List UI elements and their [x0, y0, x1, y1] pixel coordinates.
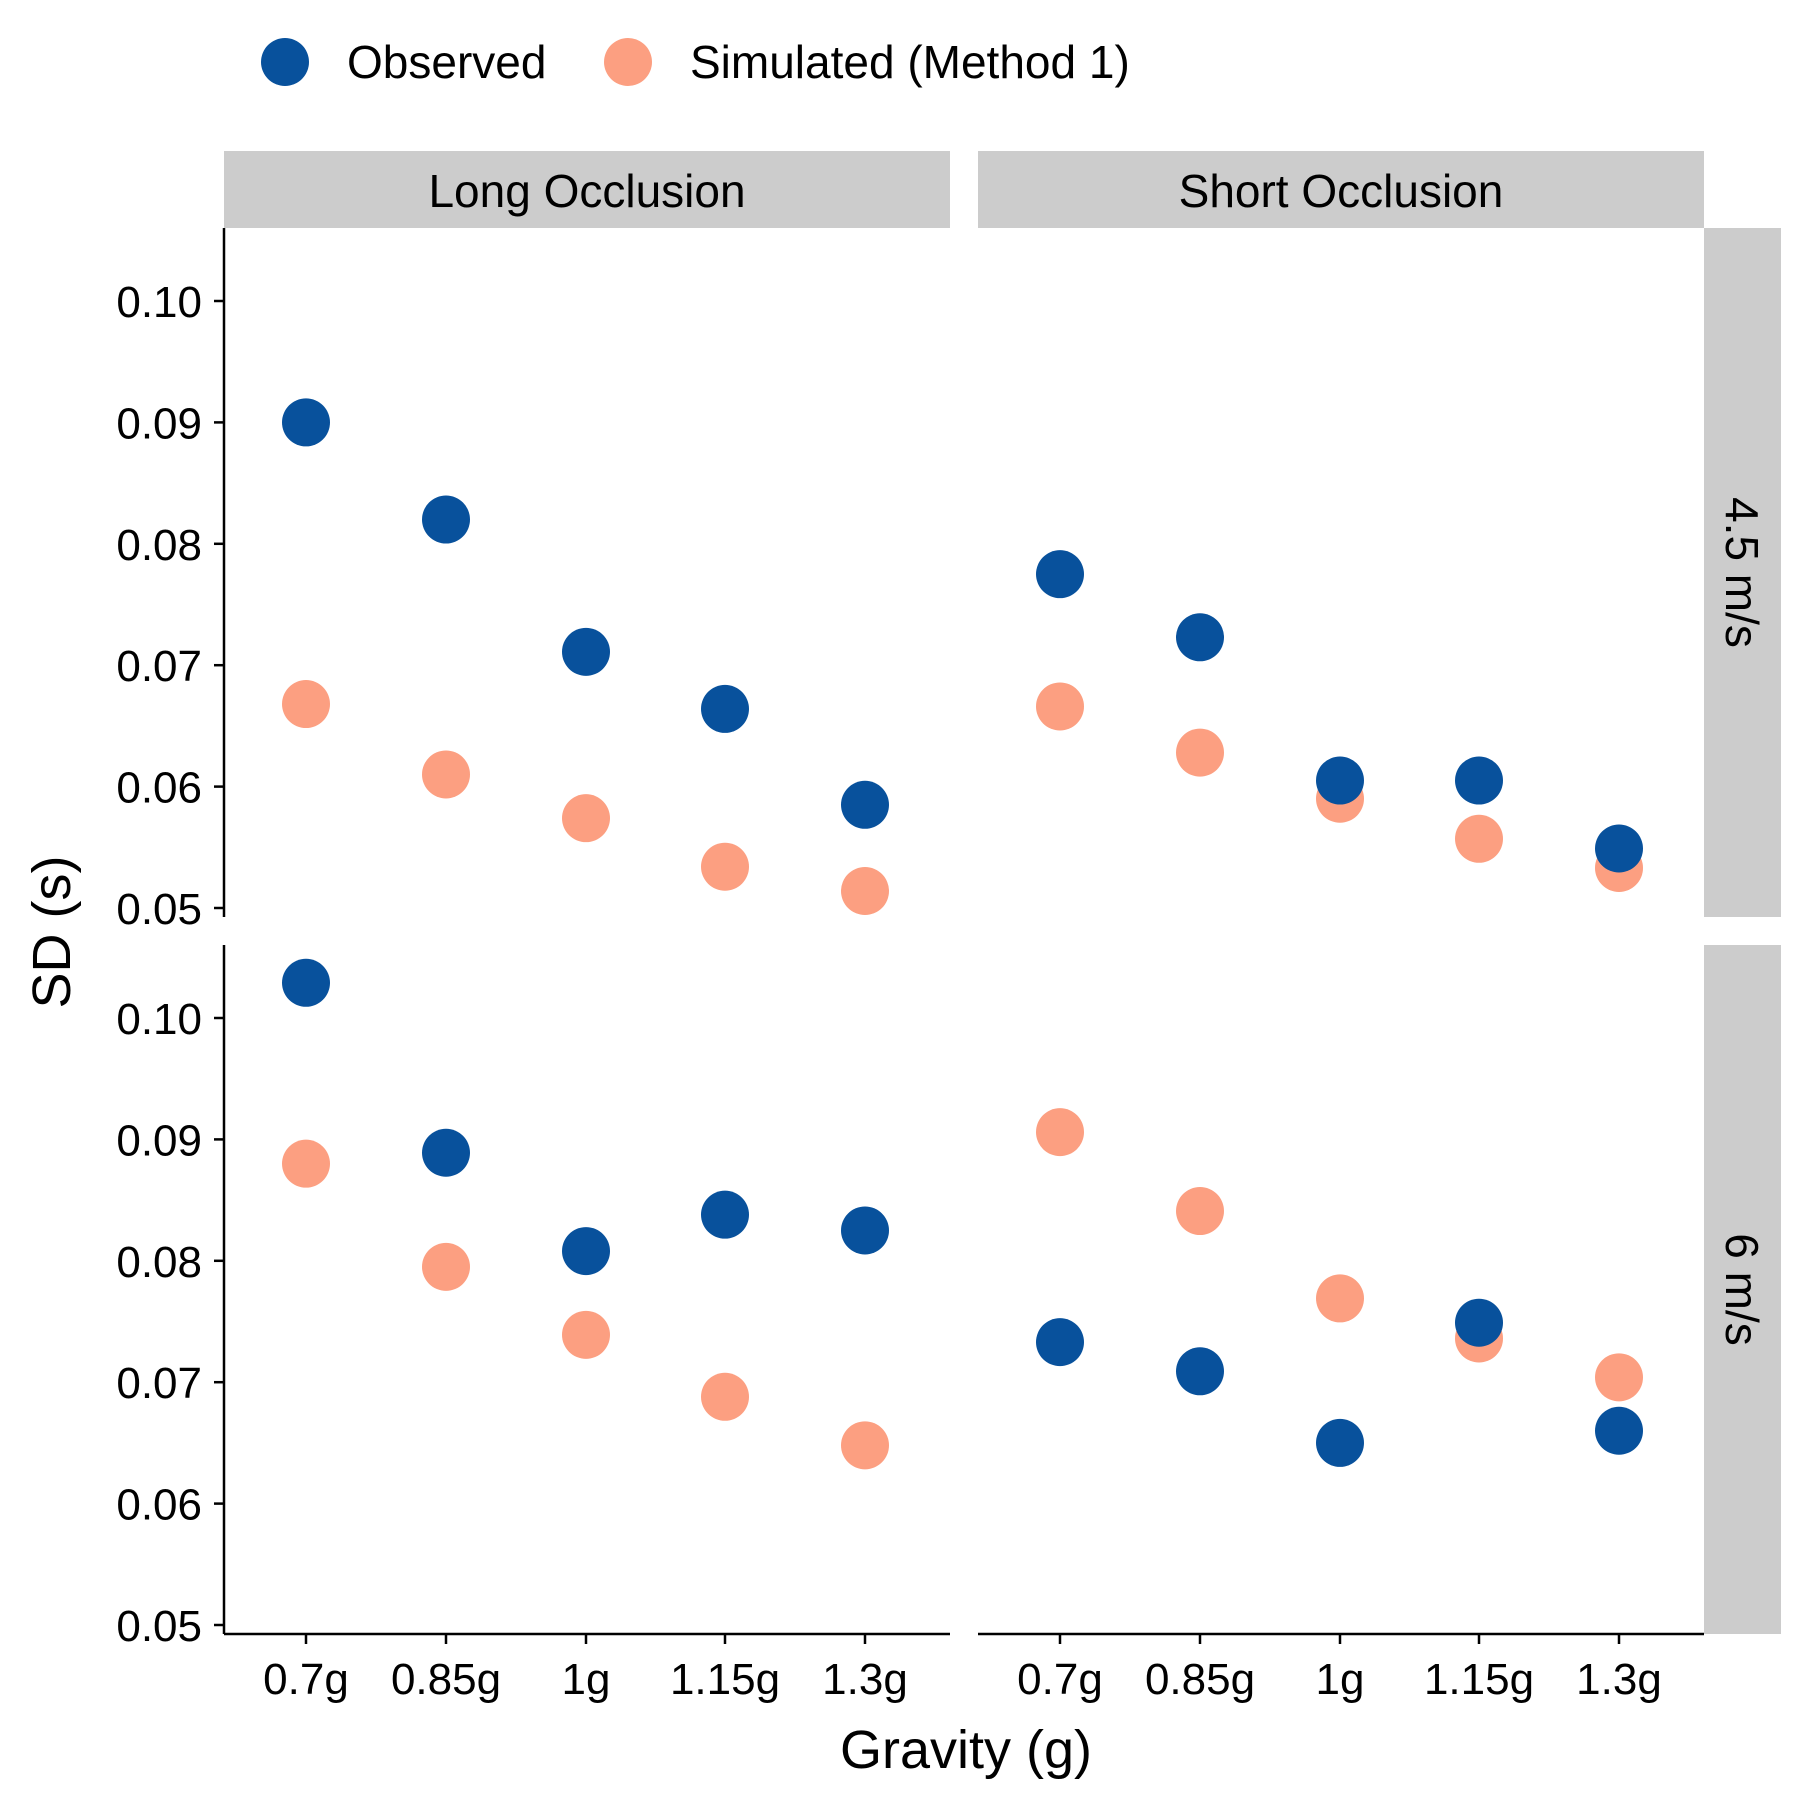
observed-point: [1455, 1298, 1503, 1347]
simulated-point: [282, 680, 330, 729]
simulated-point: [282, 1139, 330, 1188]
y-tick-label: 0.10: [116, 995, 202, 1044]
facet-strip-row-label: 6 m/s: [1716, 1233, 1768, 1345]
facet-strip-row-label: 4.5 m/s: [1716, 497, 1768, 648]
x-tick-label: 0.7g: [263, 1655, 349, 1704]
facet-strip-column-label: Long Occlusion: [428, 165, 745, 217]
observed-point: [422, 495, 470, 544]
y-tick-label: 0.05: [116, 885, 202, 934]
observed-point: [701, 1190, 749, 1239]
observed-point: [1595, 824, 1643, 873]
legend-key-simulated: [604, 38, 652, 86]
facet-strip-row: [1704, 228, 1781, 917]
simulated-point: [422, 750, 470, 799]
observed-point: [841, 780, 889, 829]
observed-point: [1176, 1347, 1224, 1396]
legend-label: Simulated (Method 1): [690, 36, 1130, 88]
x-tick-label: 1.3g: [1576, 1655, 1662, 1704]
x-tick-label: 1g: [562, 1655, 611, 1704]
simulated-point: [1036, 1108, 1084, 1157]
observed-point: [562, 627, 610, 676]
facet-strip-column-label: Short Occlusion: [1179, 165, 1504, 217]
observed-point: [1036, 1318, 1084, 1367]
x-tick-label: 0.85g: [391, 1655, 501, 1704]
y-tick-label: 0.06: [116, 1481, 202, 1530]
simulated-point: [1176, 1187, 1224, 1236]
facet-strip-column: [978, 151, 1704, 228]
observed-point: [1036, 550, 1084, 599]
observed-point: [1595, 1406, 1643, 1455]
x-tick-label: 0.85g: [1145, 1655, 1255, 1704]
observed-point: [1316, 1418, 1364, 1467]
y-tick-label: 0.07: [116, 642, 202, 691]
y-tick-label: 0.07: [116, 1359, 202, 1408]
observed-point: [562, 1227, 610, 1276]
facet-strip-row: [1704, 945, 1781, 1634]
data-points: [282, 398, 1643, 1470]
simulated-point: [562, 794, 610, 843]
x-tick-label: 1g: [1316, 1655, 1365, 1704]
y-tick-label: 0.05: [116, 1602, 202, 1651]
simulated-point: [701, 842, 749, 891]
simulated-point: [1316, 1274, 1364, 1323]
y-tick-label: 0.10: [116, 278, 202, 327]
x-tick-label: 1.3g: [822, 1655, 908, 1704]
observed-point: [282, 398, 330, 447]
y-axis-title: SD (s): [22, 856, 82, 1009]
legend-key-observed: [261, 38, 309, 86]
simulated-point: [1455, 814, 1503, 863]
y-tick-label: 0.09: [116, 1116, 202, 1165]
simulated-point: [841, 1421, 889, 1470]
y-tick-label: 0.08: [116, 1238, 202, 1287]
facet-strip-column: [224, 151, 950, 228]
observed-point: [282, 958, 330, 1007]
x-tick-label: 1.15g: [1424, 1655, 1534, 1704]
simulated-point: [422, 1242, 470, 1291]
observed-point: [422, 1128, 470, 1177]
x-tick-label: 1.15g: [670, 1655, 780, 1704]
observed-point: [701, 684, 749, 733]
observed-point: [1176, 613, 1224, 662]
y-tick-label: 0.08: [116, 521, 202, 570]
legend: Observed Simulated (Method 1): [261, 36, 1130, 88]
y-tick-label: 0.06: [116, 764, 202, 813]
axes: 0.05 0.06 0.07 0.08 0.09 0.10 0.05 0.06 0.07 0.08…: [116, 228, 1704, 1704]
observed-point: [1316, 756, 1364, 805]
legend-label: Observed: [347, 36, 546, 88]
simulated-point: [841, 867, 889, 916]
simulated-point: [562, 1310, 610, 1359]
observed-point: [841, 1206, 889, 1255]
simulated-point: [1176, 728, 1224, 777]
y-tick-label: 0.09: [116, 399, 202, 448]
simulated-point: [701, 1372, 749, 1421]
x-tick-label: 0.7g: [1017, 1655, 1103, 1704]
observed-point: [1455, 756, 1503, 805]
x-axis-title: Gravity (g): [840, 1720, 1092, 1780]
simulated-point: [1595, 1353, 1643, 1402]
simulated-point: [1036, 682, 1084, 731]
facet-strips: Long Occlusion Short Occlusion 4.5 m/s 6 m/…: [224, 151, 1781, 1634]
